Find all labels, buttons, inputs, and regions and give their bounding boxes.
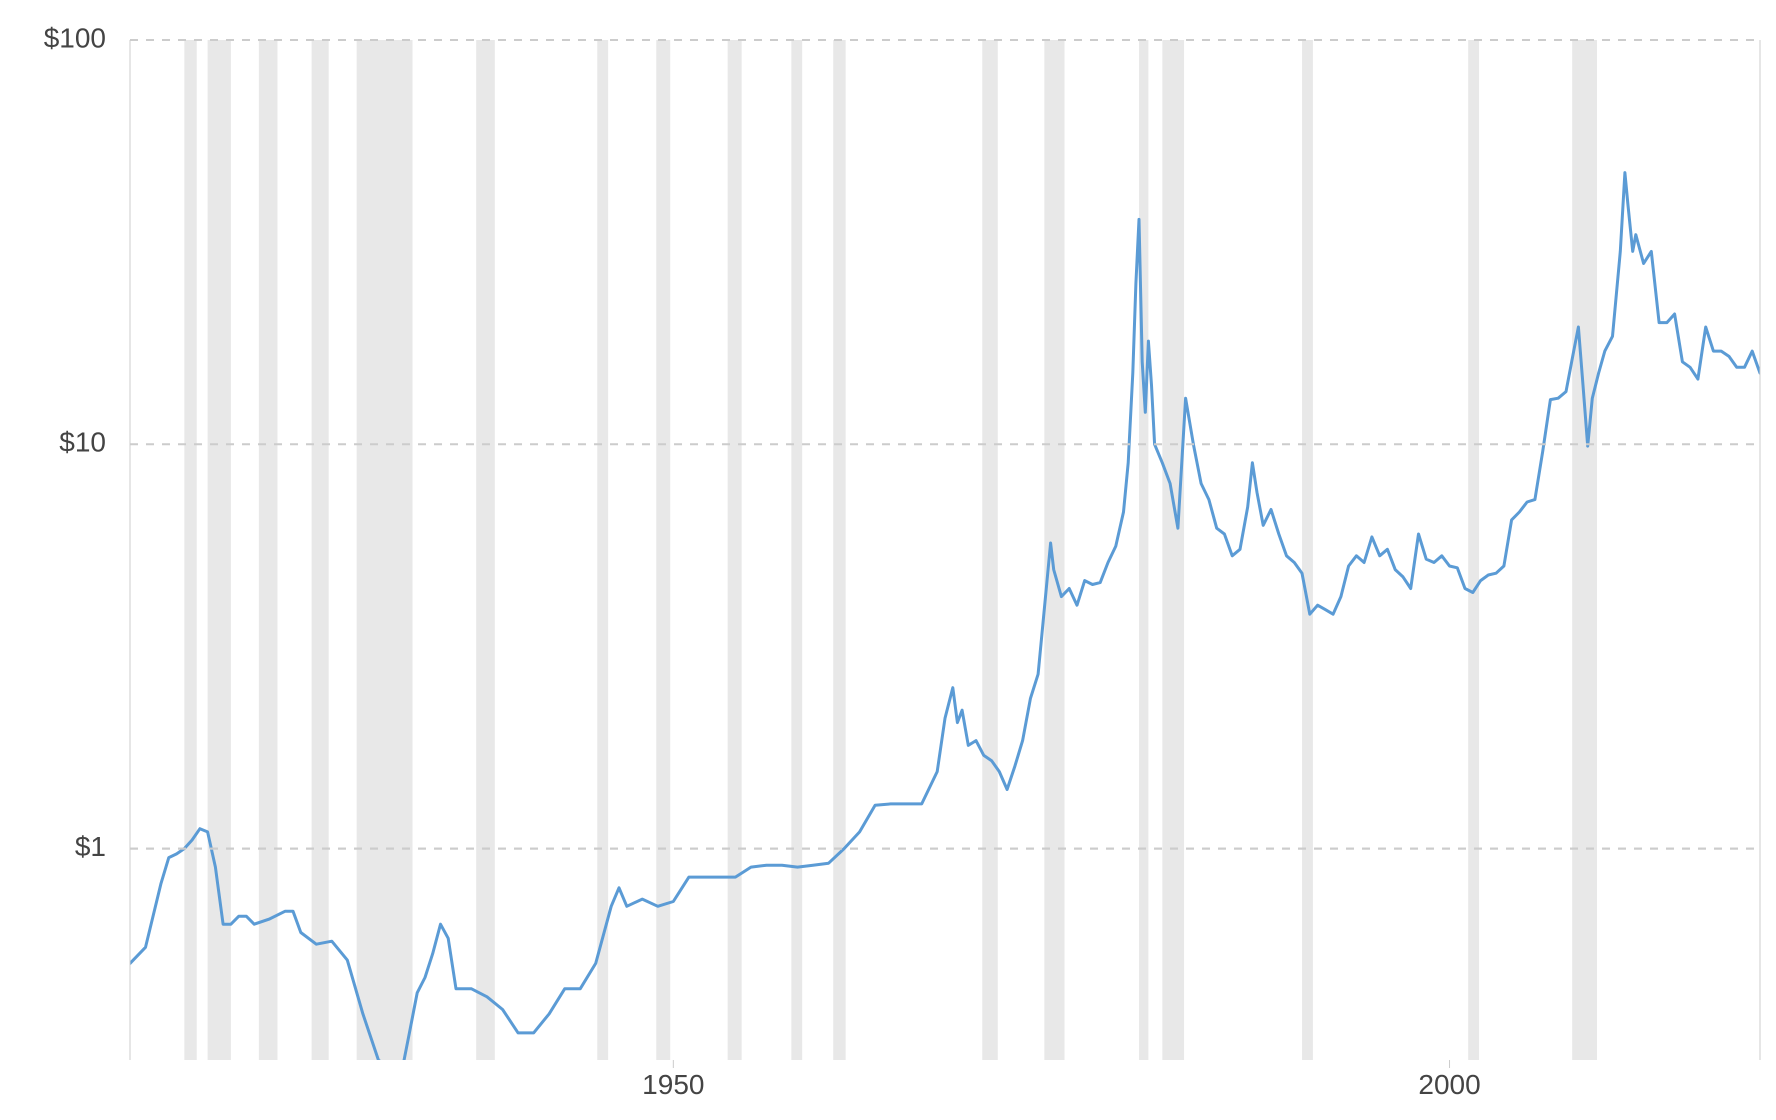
y-tick-label: $1 [75,831,106,862]
recession-band [1044,40,1064,1060]
recession-band [597,40,608,1060]
chart-svg: $1 $10 $100 1950 2000 [0,0,1776,1120]
y-tick-label: $10 [59,427,106,458]
recession-band [833,40,845,1060]
recession-band [476,40,495,1060]
recession-band [184,40,196,1060]
recession-band [1572,40,1597,1060]
recession-band [1468,40,1479,1060]
recession-band [259,40,278,1060]
price-chart: $1 $10 $100 1950 2000 [0,0,1776,1120]
recession-band [728,40,742,1060]
recession-band [791,40,802,1060]
recession-band [312,40,329,1060]
x-tick-label: 2000 [1418,1069,1480,1100]
recession-band [1139,40,1148,1060]
recession-band [357,40,413,1060]
y-tick-label: $100 [44,22,106,53]
recession-band [208,40,231,1060]
recession-band [1302,40,1313,1060]
x-tick-label: 1950 [642,1069,704,1100]
recession-band [982,40,998,1060]
recession-band [1162,40,1184,1060]
